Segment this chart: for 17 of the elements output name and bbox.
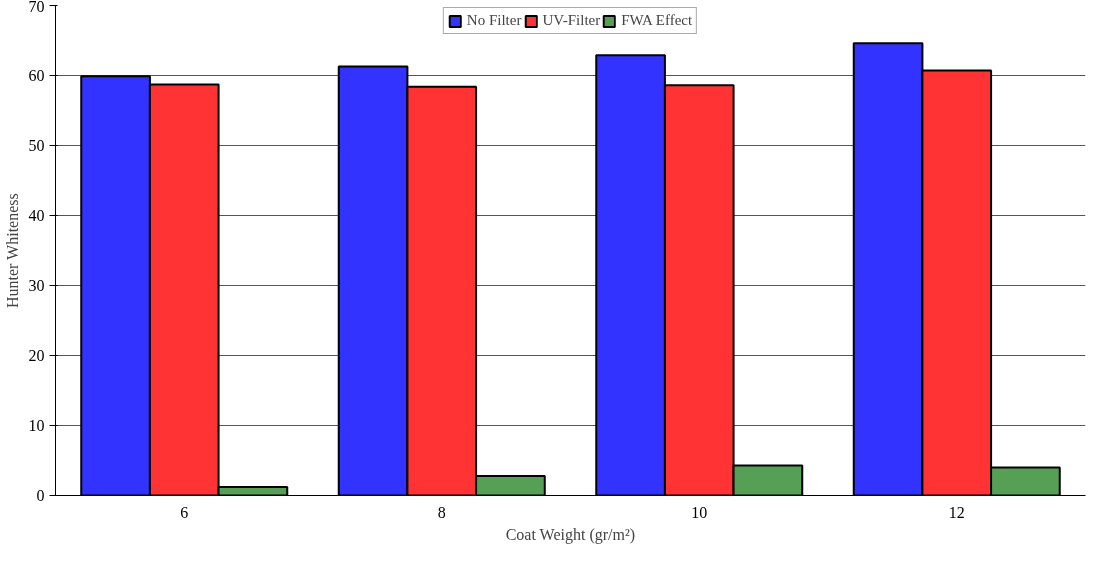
legend-label: No Filter [466,12,522,29]
x-tick-label: 6 [180,503,189,521]
y-tick-label: 30 [28,277,45,294]
y-tick-label: 40 [28,207,45,224]
legend-label: UV-Filter [542,12,601,29]
y-tick-label: 20 [28,347,45,364]
y-axis-title: Hunter Whiteness [3,193,21,309]
x-tick-label: 12 [948,503,965,521]
y-tick-label: 10 [28,417,45,434]
legend-label: FWA Effect [621,12,693,29]
y-tick-label: 0 [36,487,45,504]
y-tick-label: 70 [28,0,45,15]
x-axis-title: Coat Weight (gr/m²) [505,525,636,544]
x-tick-label: 10 [691,503,708,521]
y-tick-label: 60 [28,67,45,84]
x-tick-label: 8 [437,503,446,521]
y-tick-label: 50 [28,137,45,154]
